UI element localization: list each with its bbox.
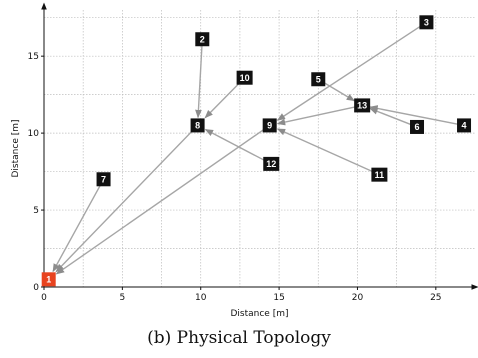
link-7-1 xyxy=(52,178,105,273)
node-2: 2 xyxy=(195,32,210,47)
node-box xyxy=(419,15,434,30)
grid xyxy=(44,10,475,287)
node-label: 2 xyxy=(200,34,205,44)
node-label: 8 xyxy=(195,121,200,131)
y-tick-label: 15 xyxy=(28,52,39,62)
x-tick-label: 15 xyxy=(273,293,284,303)
node-3: 3 xyxy=(419,15,434,30)
node-box xyxy=(190,118,205,133)
x-tick-label: 10 xyxy=(195,293,207,303)
link-2-8 xyxy=(195,39,203,119)
y-axis-label: Distance [m] xyxy=(11,119,21,177)
node-12: 12 xyxy=(263,156,280,171)
node-9: 9 xyxy=(262,118,277,133)
node-11: 11 xyxy=(371,167,388,182)
links xyxy=(52,21,465,275)
node-1: 1 xyxy=(41,272,56,287)
node-label: 3 xyxy=(424,18,429,28)
node-7: 7 xyxy=(96,172,111,187)
node-label: 1 xyxy=(46,275,51,285)
node-label: 11 xyxy=(375,170,385,180)
y-tick-label: 10 xyxy=(28,129,40,139)
node-label: 9 xyxy=(267,121,272,131)
node-6: 6 xyxy=(410,119,425,134)
node-4: 4 xyxy=(457,118,472,133)
x-tick-label: 0 xyxy=(41,293,47,303)
node-5: 5 xyxy=(311,72,326,87)
node-label: 13 xyxy=(357,101,367,111)
node-box xyxy=(410,119,425,134)
node-8: 8 xyxy=(190,118,205,133)
node-label: 10 xyxy=(240,73,250,83)
x-tick-label: 20 xyxy=(352,293,364,303)
node-box xyxy=(96,172,111,187)
x-tick-label: 5 xyxy=(119,293,125,303)
node-box xyxy=(262,118,277,133)
x-axis-label: Distance [m] xyxy=(230,309,288,319)
link-4-13 xyxy=(369,105,465,127)
node-box xyxy=(354,98,371,113)
node-label: 6 xyxy=(415,122,420,132)
node-box xyxy=(236,70,253,85)
figure-caption: (b) Physical Topology xyxy=(147,328,331,348)
node-box xyxy=(457,118,472,133)
y-tick-label: 0 xyxy=(33,283,39,293)
node-label: 5 xyxy=(316,74,321,84)
node-label: 4 xyxy=(462,121,467,131)
link-3-9 xyxy=(276,21,427,121)
link-11-9 xyxy=(276,128,380,176)
node-box xyxy=(263,156,280,171)
node-box xyxy=(371,167,388,182)
node-10: 10 xyxy=(236,70,253,85)
node-box xyxy=(195,32,210,47)
node-13: 13 xyxy=(354,98,371,113)
node-box xyxy=(311,72,326,87)
link-12-8 xyxy=(204,128,272,165)
link-9-1 xyxy=(55,124,271,275)
node-label: 7 xyxy=(101,174,106,184)
link-6-13 xyxy=(369,107,418,128)
node-box xyxy=(41,272,56,287)
link-13-9 xyxy=(276,104,363,126)
link-8-1 xyxy=(55,124,199,273)
x-tick-label: 25 xyxy=(430,293,441,303)
axes xyxy=(41,2,478,290)
node-label: 12 xyxy=(266,159,276,169)
y-tick-label: 5 xyxy=(33,206,39,216)
